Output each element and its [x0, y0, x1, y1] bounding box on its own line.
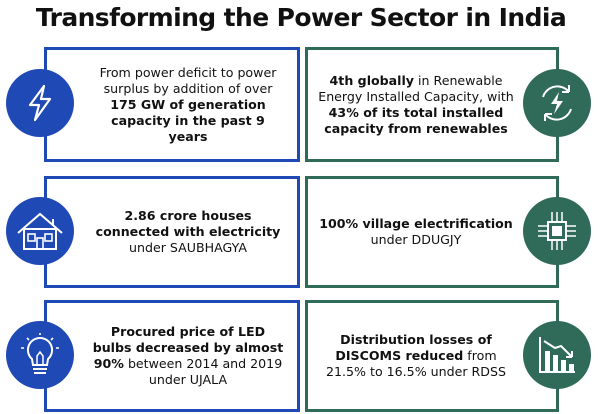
text: in Renewable Energy Installed Capacity, …: [318, 72, 514, 104]
text: between 2014 and 2019 under UJALA: [123, 356, 283, 387]
card-paragraph: 4th globally in Renewable Energy Install…: [318, 73, 514, 137]
card-text: From power deficit to power surplus by a…: [91, 50, 285, 159]
card-saubhagya: 2.86 crore houses connected with electri…: [44, 176, 300, 288]
circuit-chip-icon: [523, 197, 591, 265]
light-bulb-icon: [6, 321, 74, 389]
lightning-bolt-icon: [6, 69, 74, 137]
card-paragraph: 100% village electrification under DDUGJ…: [318, 216, 514, 248]
card-paragraph: From power deficit to power surplus by a…: [91, 65, 285, 145]
card-ddugjy: 100% village electrification under DDUGJ…: [305, 176, 559, 288]
card-text: 2.86 crore houses connected with electri…: [91, 179, 285, 285]
text: under DDUGJY: [370, 232, 462, 247]
text: under SAUBHAGYA: [129, 240, 247, 255]
bold-text: Distribution losses of DISCOMS reduced: [335, 332, 492, 363]
declining-chart-icon: [523, 321, 591, 389]
card-generation-capacity: From power deficit to power surplus by a…: [44, 47, 300, 162]
page-title: Transforming the Power Sector in India: [35, 3, 567, 32]
text: From power deficit to power surplus by a…: [99, 64, 277, 96]
card-renewable-capacity: 4th globally in Renewable Energy Install…: [305, 47, 559, 162]
card-paragraph: Distribution losses of DISCOMS reduced f…: [318, 332, 514, 380]
card-text: Distribution losses of DISCOMS reduced f…: [318, 303, 514, 409]
house-icon: [6, 197, 74, 265]
bold-text: 4th globally: [329, 72, 415, 88]
bold-text: 175 GW of generation capacity in the pas…: [110, 96, 266, 144]
card-rdss: Distribution losses of DISCOMS reduced f…: [305, 300, 559, 412]
text: from 21.5% to 16.5% under RDSS: [326, 348, 506, 379]
card-paragraph: 2.86 crore houses connected with electri…: [91, 208, 285, 256]
bold-text: 2.86 crore houses connected with electri…: [95, 208, 281, 239]
card-text: 4th globally in Renewable Energy Install…: [318, 50, 514, 159]
bold-text: Procured price of LED bulbs decreased by…: [92, 324, 284, 371]
bold-text: 43% of its total installed capacity from…: [324, 104, 508, 136]
card-text: 100% village electrification under DDUGJ…: [318, 179, 514, 285]
card-text: Procured price of LED bulbs decreased by…: [91, 303, 285, 409]
card-ujala: Procured price of LED bulbs decreased by…: [44, 300, 300, 412]
bold-text: 100% village electrification: [319, 216, 513, 231]
renewable-energy-icon: [523, 69, 591, 137]
card-paragraph: Procured price of LED bulbs decreased by…: [91, 324, 285, 388]
